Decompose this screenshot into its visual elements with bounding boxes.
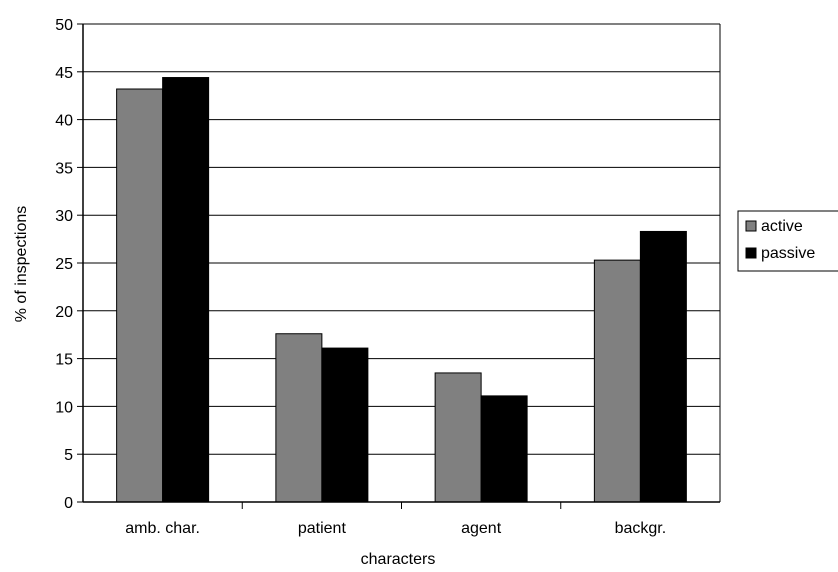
y-tick-label: 50 xyxy=(55,17,73,34)
bar-passive-0 xyxy=(162,77,210,503)
y-axis-title: % of inspections xyxy=(13,206,30,323)
bar-active-1 xyxy=(275,333,323,503)
y-tick-labels: 0 5 10 15 20 25 30 35 40 45 50 xyxy=(55,17,73,512)
y-tick-label: 15 xyxy=(55,352,73,369)
legend-swatch-passive xyxy=(745,247,757,259)
legend-label-active: active xyxy=(761,218,803,235)
bar-active-3 xyxy=(593,259,641,503)
y-tick-label: 0 xyxy=(64,495,73,512)
bar-passive-2 xyxy=(480,395,528,503)
x-tick-label: agent xyxy=(461,520,502,537)
bar-active-0 xyxy=(116,88,164,503)
y-tick-label: 20 xyxy=(55,304,73,321)
y-tick-label: 35 xyxy=(55,160,73,177)
y-tick-label: 40 xyxy=(55,113,73,130)
y-tick-label: 10 xyxy=(55,399,73,416)
y-tick-label: 25 xyxy=(55,256,73,273)
y-tick-label: 30 xyxy=(55,208,73,225)
bar-active-2 xyxy=(434,372,482,503)
axes xyxy=(77,23,721,509)
legend-label-passive: passive xyxy=(761,245,815,262)
legend-swatch-active xyxy=(745,220,757,232)
legend: active passive xyxy=(737,210,838,272)
x-tick-labels: amb. char. patient agent backgr. xyxy=(125,520,666,537)
x-tick-label: amb. char. xyxy=(125,520,200,537)
x-axis-title: characters xyxy=(361,551,436,568)
bars xyxy=(116,77,687,503)
bar-passive-3 xyxy=(639,230,687,503)
y-tick-label: 5 xyxy=(64,447,73,464)
bar-passive-1 xyxy=(321,347,369,503)
y-tick-label: 45 xyxy=(55,65,73,82)
x-tick-label: backgr. xyxy=(615,520,667,537)
x-tick-label: patient xyxy=(298,520,347,537)
